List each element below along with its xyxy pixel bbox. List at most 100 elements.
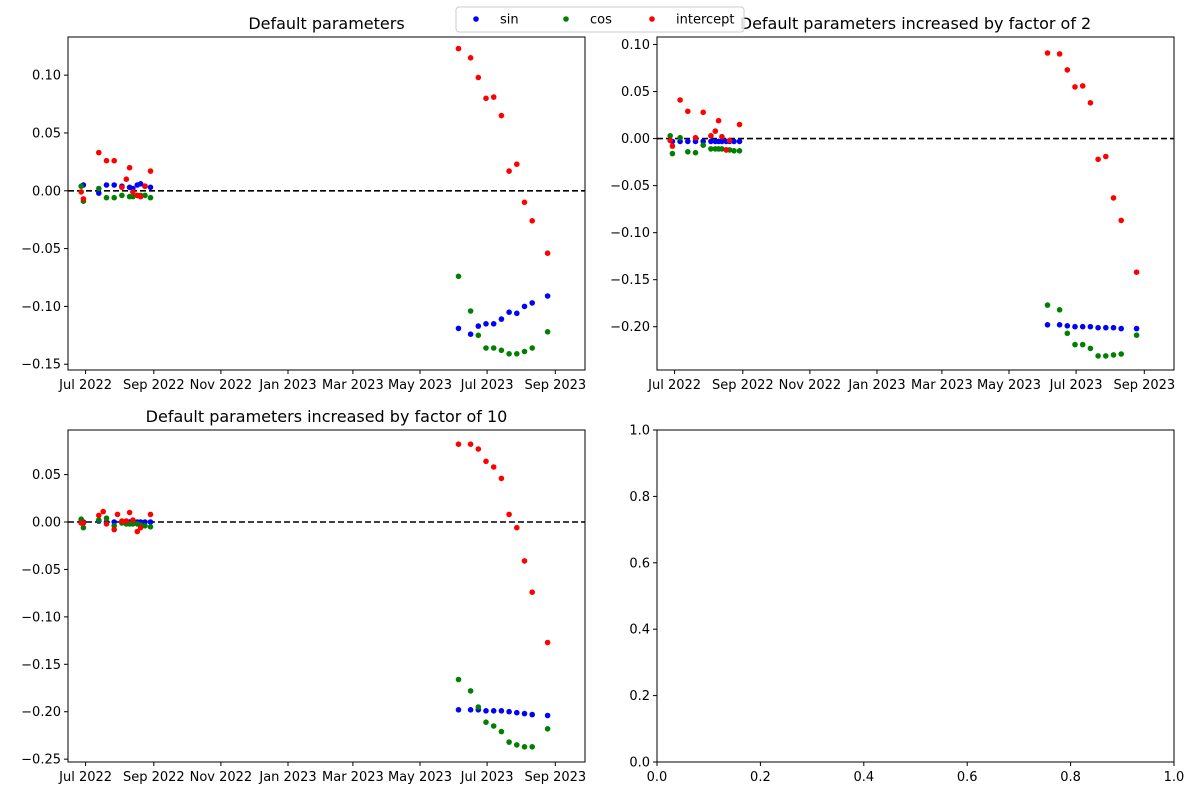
data-point-cos	[514, 742, 520, 748]
data-point-cos	[1095, 353, 1101, 359]
data-point-cos	[677, 134, 683, 141]
data-point-cos	[78, 183, 84, 189]
x-tick-label: 0.0	[647, 770, 668, 785]
x-tick-label: Sep 2022	[712, 378, 774, 393]
data-point-cos	[544, 726, 551, 732]
data-point-sin	[1079, 323, 1086, 330]
data-point-intercept	[126, 509, 133, 516]
data-point-intercept	[130, 189, 136, 195]
y-tick-label: −0.05	[21, 242, 61, 257]
data-point-cos	[506, 351, 512, 357]
data-point-cos	[1133, 332, 1140, 339]
y-tick-label: 0.05	[32, 126, 61, 141]
data-point-sin	[483, 321, 489, 327]
legend-marker-sin	[473, 16, 479, 22]
data-point-sin	[1072, 323, 1078, 330]
data-point-intercept	[521, 558, 528, 564]
y-tick-label: 0.05	[621, 85, 650, 100]
data-point-cos	[1103, 353, 1109, 359]
data-point-intercept	[1103, 153, 1109, 160]
data-point-intercept	[1072, 84, 1078, 90]
x-tick-label: Mar 2023	[322, 770, 384, 785]
y-tick-label: −0.10	[21, 300, 61, 315]
data-point-cos	[529, 744, 535, 750]
data-point-intercept	[111, 526, 117, 533]
legend: sin cos intercept	[455, 6, 745, 33]
data-point-intercept	[1110, 195, 1117, 201]
data-point-intercept	[78, 189, 84, 195]
data-point-intercept	[1118, 217, 1124, 224]
y-tick-label: 0.00	[32, 516, 61, 531]
data-point-intercept	[529, 218, 535, 224]
data-point-sin	[455, 707, 462, 713]
series-sin	[80, 181, 551, 338]
data-point-cos	[1056, 307, 1063, 313]
x-tick-label: Jul 2023	[460, 770, 514, 785]
data-point-intercept	[467, 441, 474, 448]
data-point-cos	[685, 149, 691, 155]
data-point-cos	[529, 345, 535, 351]
data-point-sin	[719, 138, 725, 145]
data-point-cos	[490, 723, 497, 729]
x-tick-label: 0.8	[1060, 770, 1081, 785]
data-point-cos	[731, 148, 737, 154]
x-tick-label: 0.2	[750, 770, 771, 785]
data-point-intercept	[1095, 156, 1101, 163]
data-point-cos	[103, 194, 110, 201]
data-point-cos	[483, 719, 489, 725]
data-point-cos	[667, 133, 673, 139]
data-point-cos	[521, 744, 528, 750]
subplot-4: 0.0 0.2 0.4 0.6 0.8 1.0 0.0 0.2 0.4 0.6 0.8 1.0	[629, 424, 1184, 786]
data-point-cos	[736, 148, 743, 154]
y-tick-label: −0.05	[21, 563, 61, 578]
data-point-cos	[692, 149, 699, 156]
data-point-sin	[1087, 323, 1094, 330]
axes-frame	[656, 429, 1175, 763]
data-point-cos	[498, 347, 505, 354]
axes-frame	[656, 36, 1175, 371]
x-tick-label: Mar 2023	[911, 378, 973, 393]
data-point-intercept	[685, 108, 691, 115]
data-point-sin	[467, 707, 474, 713]
data-point-sin	[685, 138, 691, 145]
data-point-sin	[544, 712, 551, 719]
y-tick-label: 1.0	[629, 424, 650, 439]
data-point-intercept	[700, 109, 706, 116]
data-point-cos	[467, 688, 474, 694]
data-point-intercept	[506, 511, 512, 518]
data-point-intercept	[96, 149, 102, 156]
data-point-sin	[521, 303, 528, 310]
data-point-cos	[142, 192, 148, 199]
data-point-intercept	[669, 143, 676, 149]
legend-label-cos: cos	[590, 13, 612, 28]
data-point-sin	[498, 708, 505, 714]
data-point-cos	[96, 517, 102, 523]
x-tick-label: May 2023	[388, 378, 452, 393]
data-point-intercept	[455, 45, 462, 52]
data-point-intercept	[483, 95, 489, 102]
x-tick-label: Nov 2022	[190, 378, 253, 393]
data-point-intercept	[142, 183, 148, 189]
data-point-intercept	[692, 134, 699, 141]
data-point-sin	[1110, 324, 1117, 331]
data-point-cos	[1072, 341, 1078, 348]
data-point-sin	[498, 316, 505, 322]
data-point-intercept	[114, 511, 121, 518]
data-point-sin	[521, 710, 528, 717]
data-point-cos	[708, 146, 714, 152]
data-point-sin	[490, 708, 497, 714]
data-point-sin	[137, 181, 144, 187]
x-tick-label: Sep 2022	[123, 378, 185, 393]
data-point-sin	[455, 325, 462, 332]
x-tick-label: May 2023	[977, 378, 1041, 393]
data-point-sin	[1064, 323, 1071, 329]
data-point-intercept	[544, 639, 551, 646]
data-point-intercept	[1056, 51, 1063, 57]
data-point-intercept	[483, 458, 489, 465]
data-point-sin	[483, 708, 489, 714]
subplot-title: Default parameters increased by factor o…	[740, 14, 1091, 33]
data-point-sin	[544, 293, 551, 299]
legend-box	[455, 6, 745, 33]
data-point-intercept	[715, 117, 722, 124]
